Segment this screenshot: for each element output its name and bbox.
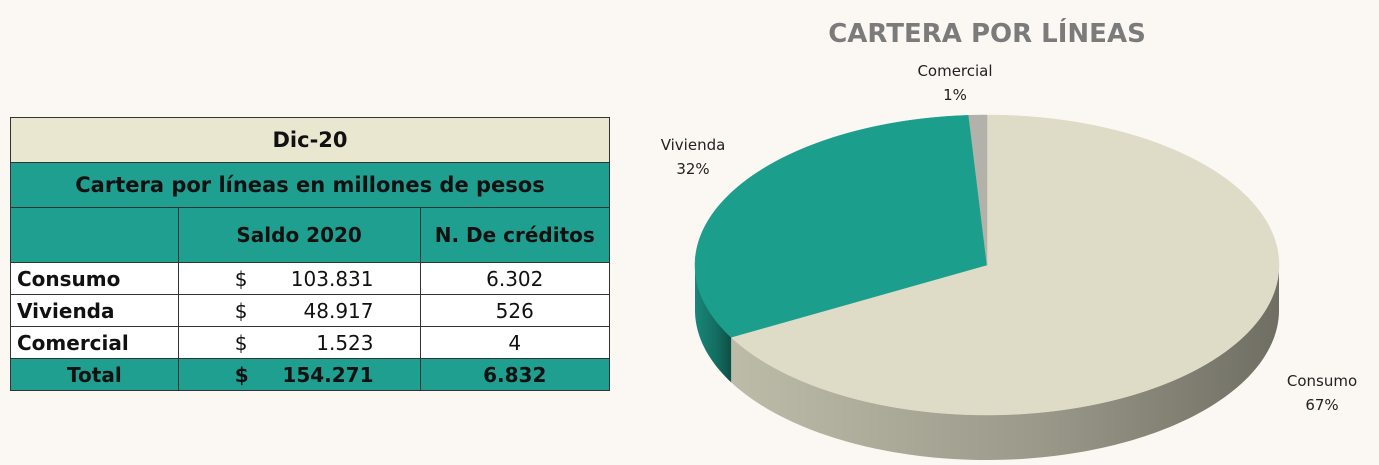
side-shade — [695, 265, 732, 383]
currency: $ — [234, 330, 248, 355]
slice — [730, 114, 1280, 416]
header-cell: N. De créditos — [419, 207, 610, 263]
slice-name: Comercial — [917, 62, 992, 80]
slice — [694, 115, 988, 338]
saldo: 1.523 — [316, 330, 374, 355]
slice-value: 1% — [943, 86, 967, 104]
creditos-cell: 526 — [419, 294, 610, 327]
saldo-cell: $154.271 — [177, 358, 421, 391]
creditos-cell: 6.302 — [419, 262, 610, 295]
side-shade — [731, 265, 1279, 460]
total-label: Total — [10, 358, 179, 391]
creditos-cell: 6.832 — [419, 358, 610, 391]
chart-title: CARTERA POR LÍNEAS — [828, 17, 1146, 49]
currency: $ — [234, 298, 248, 323]
table-subtitle: Cartera por líneas en millones de pesos — [10, 162, 610, 208]
slice-name: Consumo — [1287, 372, 1357, 390]
saldo: 103.831 — [290, 266, 374, 291]
row-label: Consumo — [10, 262, 179, 295]
saldo: 48.917 — [303, 298, 374, 323]
slice — [968, 114, 988, 266]
slice-name: Vivienda — [661, 136, 726, 154]
row-label: Comercial — [10, 326, 179, 359]
row-label: Vivienda — [10, 294, 179, 327]
saldo-cell: $103.831 — [177, 262, 421, 295]
saldo-cell: $1.523 — [177, 326, 421, 359]
portfolio-table: Dic-20 Cartera por líneas en millones de… — [10, 117, 610, 391]
currency: $ — [234, 266, 248, 291]
header-cell: Saldo 2020 — [177, 207, 421, 263]
slice-value: 67% — [1305, 396, 1338, 414]
currency: $ — [234, 362, 249, 387]
table-title: Dic-20 — [10, 117, 610, 163]
slice-value: 32% — [676, 160, 709, 178]
creditos-cell: 4 — [419, 326, 610, 359]
saldo: 154.271 — [282, 362, 374, 387]
saldo-cell: $48.917 — [177, 294, 421, 327]
